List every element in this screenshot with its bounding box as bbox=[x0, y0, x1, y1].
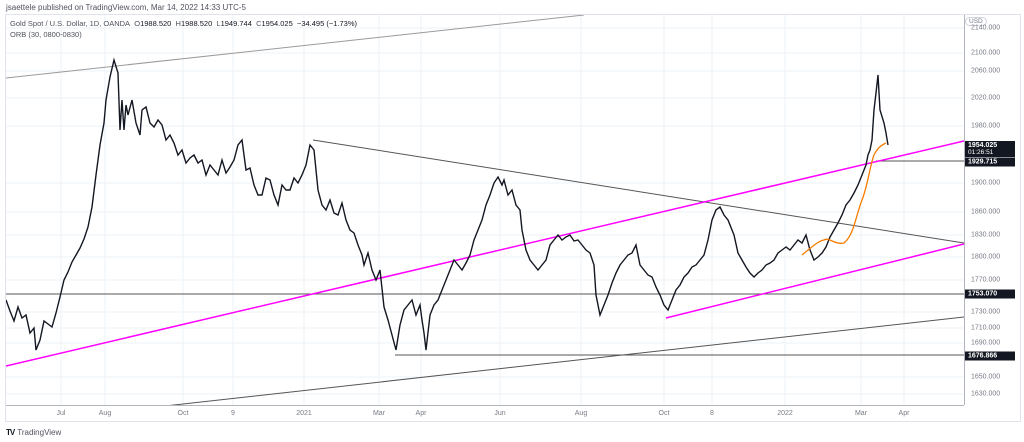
close-value: 1954.025 bbox=[261, 19, 293, 28]
y-tick: 1800.000 bbox=[971, 253, 1001, 261]
chart-frame bbox=[5, 14, 1021, 422]
x-tick: 2022 bbox=[777, 410, 793, 417]
open-value: 1988.520 bbox=[140, 19, 172, 28]
x-tick: 8 bbox=[710, 410, 714, 417]
y-tick: 1690.000 bbox=[971, 339, 1001, 347]
level-price-label: 1929.715 bbox=[965, 157, 1015, 167]
change-value: −34.495 (−1.73%) bbox=[296, 19, 357, 28]
x-tick: 2021 bbox=[296, 410, 312, 417]
currency-badge[interactable]: USD bbox=[965, 17, 987, 26]
low-value: 1949.744 bbox=[220, 19, 252, 28]
y-tick: 1900.000 bbox=[971, 179, 1001, 187]
x-tick: Mar bbox=[372, 410, 386, 417]
publisher-caption: jsaettele published on TradingView.com, … bbox=[6, 3, 246, 12]
x-tick: Jun bbox=[494, 410, 506, 417]
y-tick: 2100.000 bbox=[971, 49, 1001, 57]
bottom-trendline bbox=[155, 316, 965, 408]
orb-curve bbox=[801, 142, 887, 256]
y-tick: 1630.000 bbox=[971, 390, 1001, 398]
price-axis[interactable]: USD 2140.000 2100.000 2060.000 2020.000 … bbox=[964, 15, 1021, 405]
grid-lines bbox=[6, 15, 964, 405]
brand-name: TradingView bbox=[17, 428, 62, 437]
chart-canvas bbox=[5, 14, 965, 408]
y-tick: 1980.000 bbox=[971, 122, 1001, 130]
y-tick: 1730.000 bbox=[971, 308, 1001, 316]
y-tick: 1710.000 bbox=[971, 324, 1001, 332]
y-tick: 1830.000 bbox=[971, 231, 1001, 239]
indicator-label[interactable]: ORB (30, 0800-0830) bbox=[10, 30, 82, 39]
y-tick: 1770.000 bbox=[971, 276, 1001, 284]
descending-trendline bbox=[312, 139, 965, 244]
y-tick: 1860.000 bbox=[971, 208, 1001, 216]
time-axis[interactable]: Jul Aug Oct 9 2021 Mar Apr Jun Aug Oct 8… bbox=[6, 405, 964, 422]
level-price-label: 1676.866 bbox=[965, 351, 1015, 361]
tradingview-logo-icon: TV bbox=[6, 428, 15, 437]
chart-legend: Gold Spot / U.S. Dollar, 1D, OANDA O1988… bbox=[10, 18, 357, 40]
x-tick: Apr bbox=[898, 410, 910, 417]
x-tick: Jul bbox=[56, 410, 66, 417]
symbol-name[interactable]: Gold Spot / U.S. Dollar, 1D, OANDA bbox=[10, 19, 131, 28]
high-value: 1988.520 bbox=[180, 19, 213, 28]
top-trendline bbox=[5, 14, 585, 79]
price-path bbox=[5, 57, 889, 351]
x-tick: Mar bbox=[854, 410, 868, 417]
tradingview-brand[interactable]: TV TradingView bbox=[6, 428, 61, 437]
x-tick: Aug bbox=[574, 410, 588, 417]
x-tick: Aug bbox=[98, 410, 112, 417]
countdown-timer: 01:26:51 bbox=[968, 149, 994, 156]
x-tick: Oct bbox=[658, 410, 670, 417]
price-chart-plot[interactable] bbox=[5, 14, 965, 408]
lower-channel-line bbox=[665, 243, 965, 319]
y-tick: 1650.000 bbox=[971, 373, 1001, 381]
y-tick: 2060.000 bbox=[971, 67, 1001, 75]
x-tick: 9 bbox=[231, 410, 235, 417]
x-tick: Apr bbox=[415, 410, 427, 417]
symbol-ohlc-row: Gold Spot / U.S. Dollar, 1D, OANDA O1988… bbox=[10, 19, 357, 28]
x-tick: Oct bbox=[177, 410, 189, 417]
y-tick: 2020.000 bbox=[971, 94, 1001, 102]
y-tick: 2140.000 bbox=[971, 24, 1001, 32]
upper-channel-line bbox=[5, 140, 965, 367]
last-price-label: 1954.025 01:26:51 bbox=[965, 141, 1015, 157]
level-price-label: 1753.070 bbox=[965, 289, 1015, 299]
